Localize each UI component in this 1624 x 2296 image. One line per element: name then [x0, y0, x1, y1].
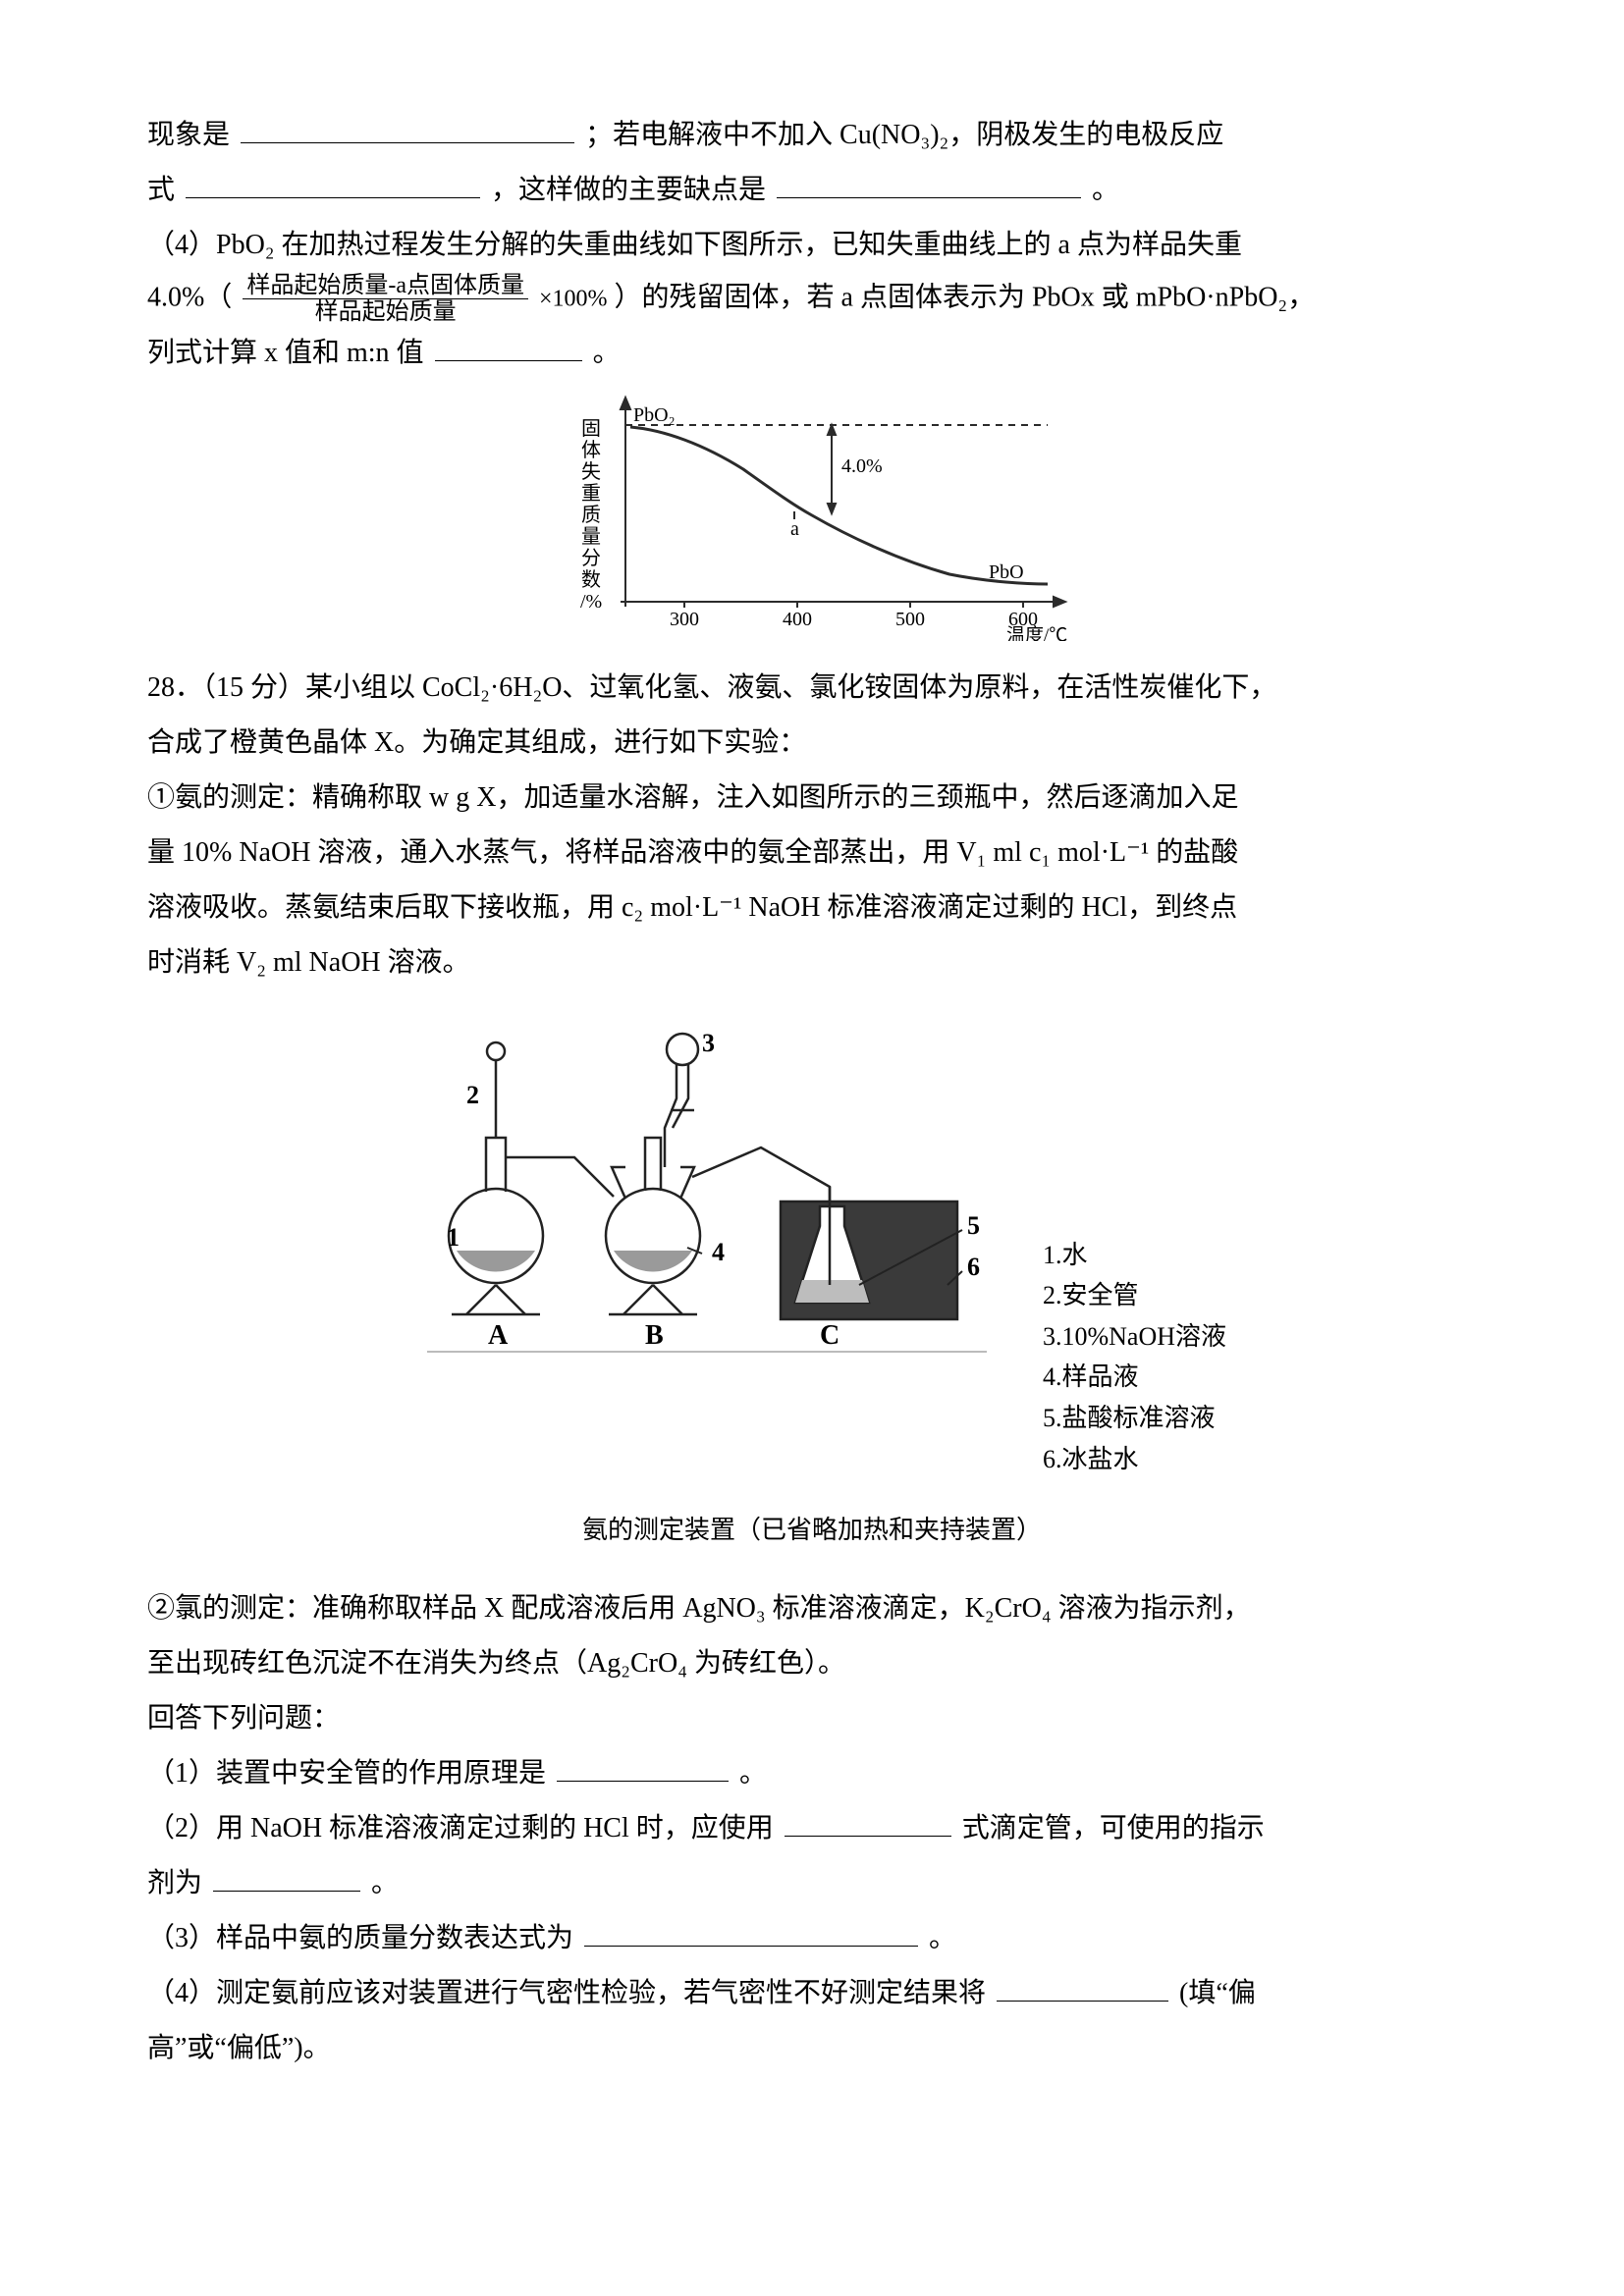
- weight-loss-chart: 固 体 失 重 质 量 分 数 /% PbO₂ 4.0% a PbO: [147, 381, 1477, 661]
- line-phenomenon: 现象是 ；若电解液中不加入 Cu(NO₃)₂，阴极发生的电极反应: [147, 108, 1477, 163]
- q28-head-1: 28．（15 分）某小组以 CoCl₂·6H₂O、过氧化氢、液氨、氯化铵固体为原…: [147, 661, 1477, 716]
- y-axis-char: 固: [581, 418, 601, 440]
- blank-sub2-burette[interactable]: [785, 1808, 951, 1837]
- apparatus-figure: 1 2 3 4 5 6 A B C: [147, 990, 1477, 1556]
- sub-q4-line1: （4）测定氨前应该对装置进行气密性检验，若气密性不好测定结果将 (填“偏: [147, 1966, 1477, 2021]
- blank-sub2-indicator[interactable]: [213, 1863, 360, 1892]
- sub-q1-end: 。: [739, 1758, 767, 1789]
- blank-sub3[interactable]: [584, 1918, 918, 1947]
- text-drawback-prefix: ，这样做的主要缺点是: [491, 175, 766, 205]
- fig-label-A: A: [488, 1320, 509, 1351]
- chart-label-a: a: [790, 518, 799, 540]
- legend-item-4: 4.样品液: [1043, 1357, 1226, 1398]
- q28-ammonia-3: 溶液吸收。蒸氨结束后取下接收瓶，用 c₂ mol·L⁻¹ NaOH 标准溶液滴定…: [147, 881, 1477, 935]
- text-electrode-end: 。: [1092, 175, 1119, 205]
- q4-line2: 4.0%（ 样品起始质量-a点固体质量 样品起始质量 ×100% ）的残留固体，…: [147, 273, 1477, 326]
- chart-xtick-500: 500: [895, 609, 925, 630]
- fig-label-5: 5: [967, 1211, 980, 1240]
- fig-label-1: 1: [447, 1223, 460, 1252]
- chart-xaxis-label: 温度/℃: [1006, 624, 1067, 641]
- text-phenomenon-suffix: ；若电解液中不加入 Cu(NO₃)₂，阴极发生的电极反应: [585, 120, 1223, 150]
- sub-q2-end: 。: [371, 1868, 399, 1898]
- chart-xtick-400: 400: [783, 609, 812, 630]
- blank-q4-calc[interactable]: [435, 333, 582, 361]
- legend-item-1: 1.水: [1043, 1235, 1226, 1276]
- legend-item-3: 3.10%NaOH溶液: [1043, 1316, 1226, 1358]
- q4-frac-den: 样品起始质量: [243, 299, 528, 325]
- legend-item-2: 2.安全管: [1043, 1275, 1226, 1316]
- chart-label-pbo: PbO: [989, 561, 1024, 583]
- sub-q4-prefix: （4）测定氨前应该对装置进行气密性检验，若气密性不好测定结果将: [147, 1978, 986, 2008]
- sub-q2-indic-prefix: 剂为: [147, 1868, 202, 1898]
- fig-label-6: 6: [967, 1253, 980, 1281]
- y-axis-char: 分: [581, 547, 601, 569]
- legend-item-6: 6.冰盐水: [1043, 1439, 1226, 1480]
- chart-svg: 固 体 失 重 质 量 分 数 /% PbO₂ 4.0% a PbO: [537, 386, 1087, 641]
- line-electrode: 式 ，这样做的主要缺点是 。: [147, 163, 1477, 218]
- sub-q3-prefix: （3）样品中氨的质量分数表达式为: [147, 1923, 573, 1953]
- q28-chlorine-1: ②氯的测定：准确称取样品 X 配成溶液后用 AgNO₃ 标准溶液滴定，K₂CrO…: [147, 1581, 1477, 1636]
- answer-head: 回答下列问题：: [147, 1691, 1477, 1746]
- chart-label-pbo2: PbO₂: [633, 404, 676, 426]
- y-axis-char: /%: [580, 591, 602, 613]
- y-axis-char: 体: [581, 439, 601, 461]
- fig-label-C: C: [820, 1320, 839, 1351]
- sub-q3: （3）样品中氨的质量分数表达式为 。: [147, 1911, 1477, 1966]
- sub-q2-line1: （2）用 NaOH 标准溶液滴定过剩的 HCl 时，应使用 式滴定管，可使用的指…: [147, 1801, 1477, 1856]
- chart-xtick-300: 300: [670, 609, 699, 630]
- q28-ammonia-2: 量 10% NaOH 溶液，通入水蒸气，将样品溶液中的氨全部蒸出，用 V₁ ml…: [147, 826, 1477, 881]
- q4-calc-prefix: 列式计算 x 值和 m:n 值: [147, 338, 424, 368]
- sub-q4-mid: (填“偏: [1179, 1978, 1256, 2008]
- q4-frac-num: 样品起始质量-a点固体质量: [243, 273, 528, 299]
- apparatus-caption: 氨的测定装置（已省略加热和夹持装置）: [147, 1505, 1477, 1556]
- sub-q4-line2: 高”或“偏低”)。: [147, 2021, 1477, 2076]
- legend-item-5: 5.盐酸标准溶液: [1043, 1398, 1226, 1439]
- blank-drawback[interactable]: [777, 170, 1081, 198]
- fig-label-2: 2: [466, 1081, 479, 1109]
- sub-q1: （1）装置中安全管的作用原理是 。: [147, 1746, 1477, 1801]
- q4-line1: （4）PbO₂ 在加热过程发生分解的失重曲线如下图所示，已知失重曲线上的 a 点…: [147, 218, 1477, 273]
- q4-times100: ×100%: [539, 286, 608, 311]
- chart-label-4pct: 4.0%: [841, 455, 883, 477]
- sub-q2-mid: 式滴定管，可使用的指示: [962, 1813, 1265, 1843]
- text-phenomenon-prefix: 现象是: [147, 120, 230, 150]
- y-axis-char: 数: [581, 568, 601, 591]
- y-axis-char: 质: [581, 504, 601, 526]
- y-axis-char: 重: [581, 482, 601, 505]
- blank-sub4[interactable]: [997, 1973, 1168, 2002]
- fig-label-4: 4: [712, 1238, 725, 1266]
- sub-q3-end: 。: [929, 1923, 956, 1953]
- y-axis-char: 失: [581, 460, 601, 483]
- q28-ammonia-4: 时消耗 V₂ ml NaOH 溶液。: [147, 935, 1477, 990]
- q4-calc-end: 。: [593, 338, 621, 368]
- blank-phenomenon[interactable]: [241, 115, 574, 143]
- blank-electrode-eq[interactable]: [186, 170, 480, 198]
- q4-line3: 列式计算 x 值和 m:n 值 。: [147, 326, 1477, 381]
- fig-label-B: B: [645, 1320, 664, 1351]
- fig-label-3: 3: [702, 1029, 715, 1057]
- apparatus-legend: 1.水 2.安全管 3.10%NaOH溶液 4.样品液 5.盐酸标准溶液 6.冰…: [1043, 1235, 1226, 1480]
- sub-q1-prefix: （1）装置中安全管的作用原理是: [147, 1758, 546, 1789]
- sub-q2-prefix: （2）用 NaOH 标准溶液滴定过剩的 HCl 时，应使用: [147, 1813, 774, 1843]
- apparatus-svg: 1 2 3 4 5 6 A B C: [398, 990, 1006, 1363]
- q4-percent-prefix: 4.0%（: [147, 282, 232, 312]
- blank-sub1[interactable]: [557, 1753, 729, 1782]
- q4-fraction: 样品起始质量-a点固体质量 样品起始质量: [243, 273, 528, 326]
- q28-head-2: 合成了橙黄色晶体 X。为确定其组成，进行如下实验：: [147, 716, 1477, 771]
- q28-chlorine-2: 至出现砖红色沉淀不在消失为终点（Ag₂CrO₄ 为砖红色）。: [147, 1636, 1477, 1691]
- y-axis-char: 量: [581, 526, 601, 548]
- text-electrode-prefix: 式: [147, 175, 175, 205]
- sub-q2-line2: 剂为 。: [147, 1856, 1477, 1911]
- q4-residue-suffix: ）的残留固体，若 a 点固体表示为 PbOx 或 mPbO·nPbO₂，: [615, 282, 1316, 312]
- q28-ammonia-1: ①氨的测定：精确称取 w g X，加适量水溶解，注入如图所示的三颈瓶中，然后逐滴…: [147, 771, 1477, 826]
